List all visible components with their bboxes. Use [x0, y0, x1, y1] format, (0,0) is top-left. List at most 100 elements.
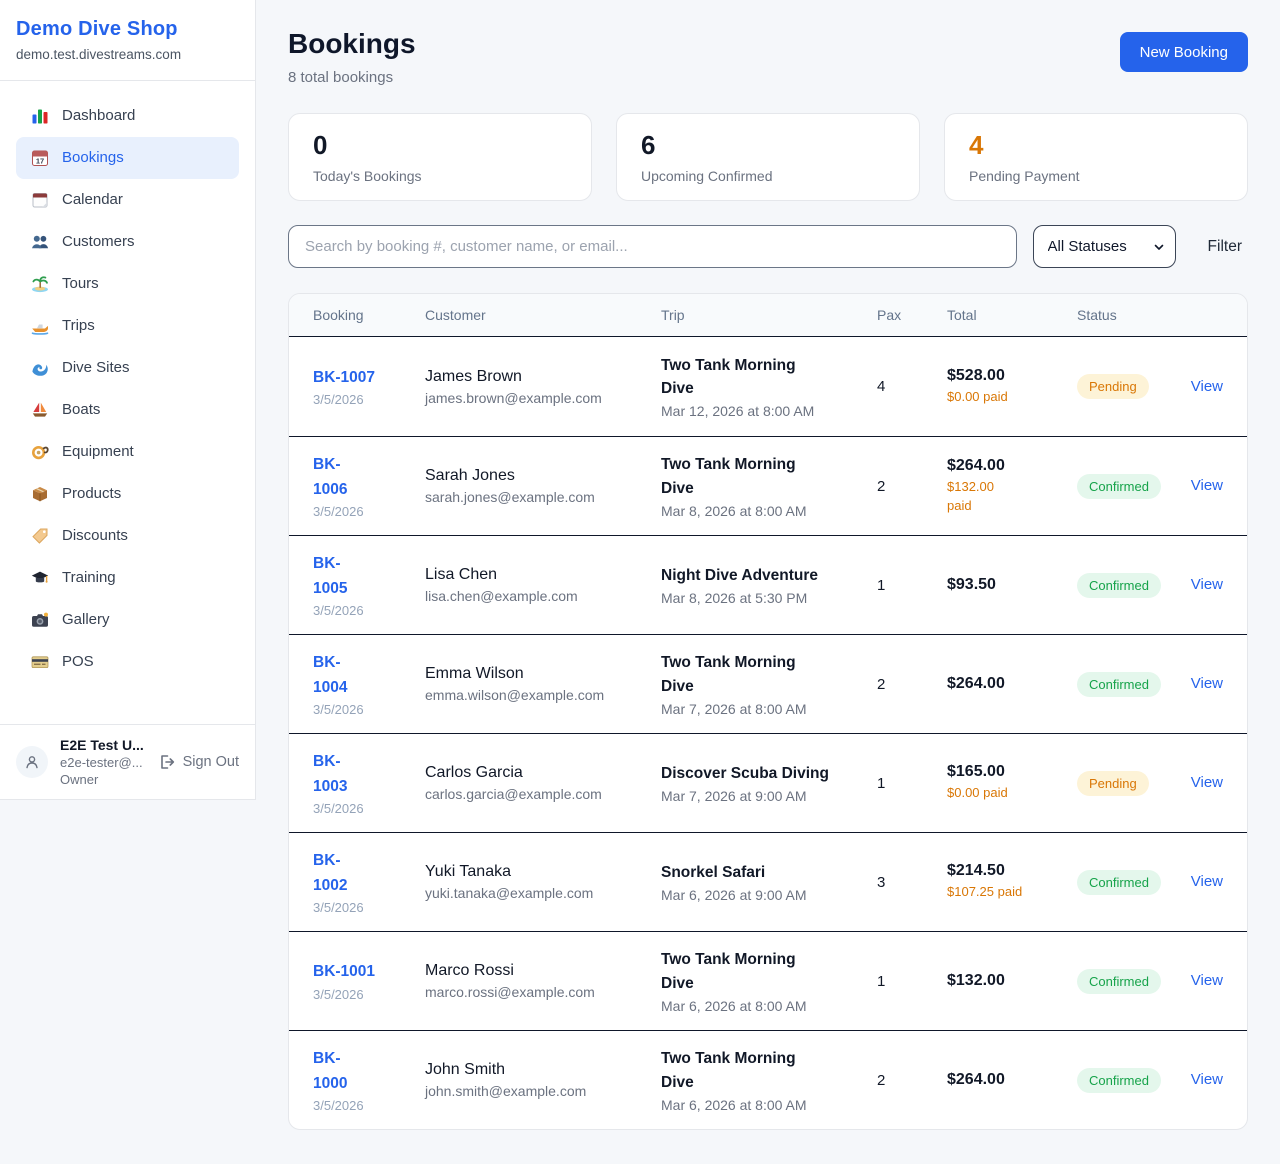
customer-name: Marco Rossi: [425, 962, 514, 979]
booking-id-link[interactable]: BK- 1006: [313, 456, 348, 498]
view-link[interactable]: View: [1190, 972, 1223, 989]
sidebar-item-training[interactable]: Training: [16, 557, 239, 599]
shop-domain: demo.test.divestreams.com: [16, 47, 182, 62]
boats-icon: [30, 400, 50, 420]
amount-paid: $107.25 paid: [947, 884, 1023, 900]
filter-button[interactable]: Filter: [1207, 237, 1242, 255]
search-input[interactable]: [288, 225, 1017, 268]
sidebar-item-customers[interactable]: Customers: [16, 221, 239, 263]
filter-row: All Statuses Filter: [288, 225, 1248, 268]
view-link[interactable]: View: [1190, 377, 1223, 395]
customer-email: john.smith@example.com: [425, 1083, 587, 1099]
total-amount: $93.50: [947, 576, 996, 593]
booking-id-link[interactable]: BK-1007: [313, 368, 376, 386]
sidebar-item-boats[interactable]: Boats: [16, 389, 239, 431]
dashboard-icon: [30, 106, 50, 126]
sidebar-item-dashboard[interactable]: Dashboard: [16, 95, 239, 137]
customer-name: Sarah Jones: [425, 467, 515, 484]
sidebar-item-products[interactable]: Products: [16, 473, 239, 515]
customer-cell: Lisa Chen lisa.chen@example.com: [425, 566, 661, 604]
amount-paid: $132.00 paid: [947, 478, 994, 513]
total-amount: $165.00: [947, 763, 1005, 781]
sidebar-item-tours[interactable]: Tours: [16, 263, 239, 305]
booking-id-link[interactable]: BK-1001: [313, 963, 376, 981]
page-header: Bookings 8 total bookings New Booking: [288, 28, 1248, 86]
trip-name: Two Tank Morning Dive: [661, 951, 796, 992]
equipment-icon: [30, 442, 50, 462]
status-cell: Confirmed: [1077, 1067, 1180, 1093]
sidebar-item-pos[interactable]: POS: [16, 641, 239, 683]
booking-id-link[interactable]: BK- 1003: [313, 753, 348, 795]
sidebar-item-label: Discounts: [62, 527, 128, 544]
booking-row: BK- 1003 3/5/2026 Carlos Garcia carlos.ga…: [289, 733, 1247, 832]
pax-count: 4: [877, 378, 886, 395]
total-amount: $214.50: [947, 862, 1005, 880]
customer-cell: James Brown james.brown@example.com: [425, 368, 661, 406]
table-header-row: Booking Customer Trip Pax Total Status: [289, 294, 1247, 337]
bookings-icon: 17: [30, 148, 50, 168]
sidebar-item-dive-sites[interactable]: Dive Sites: [16, 347, 239, 389]
discounts-icon: [30, 526, 50, 546]
sidebar-item-bookings[interactable]: 17 Bookings: [16, 137, 239, 179]
trip-datetime: Mar 8, 2026 at 8:00 AM: [661, 502, 807, 519]
view-cell: View: [1180, 1071, 1223, 1089]
trip-name: Two Tank Morning Dive: [661, 1050, 796, 1091]
sign-out-button[interactable]: Sign Out: [156, 752, 239, 772]
customer-name: Yuki Tanaka: [425, 863, 511, 880]
new-booking-button[interactable]: New Booking: [1119, 32, 1248, 72]
trip-datetime: Mar 6, 2026 at 8:00 AM: [661, 1096, 807, 1113]
stats-row: 0 Today's Bookings 6 Upcoming Confirmed …: [288, 113, 1248, 201]
dive-sites-icon: [30, 358, 50, 378]
status-badge: Pending: [1077, 374, 1149, 399]
booking-id-link[interactable]: BK- 1005: [313, 555, 348, 597]
status-select[interactable]: All Statuses: [1032, 225, 1176, 268]
booking-date: 3/5/2026: [313, 392, 364, 407]
customer-cell: Emma Wilson emma.wilson@example.com: [425, 665, 661, 703]
sidebar-item-label: Gallery: [62, 611, 110, 628]
booking-id-link[interactable]: BK- 1002: [313, 852, 348, 894]
user-email: e2e-tester@...: [60, 755, 143, 770]
trip-cell: Two Tank Morning Dive Mar 8, 2026 at 8:0…: [661, 453, 877, 519]
customer-name: John Smith: [425, 1061, 506, 1078]
booking-date: 3/5/2026: [313, 899, 364, 915]
stat-card-pending-payment: 4 Pending Payment: [944, 113, 1248, 201]
sidebar-item-gallery[interactable]: Gallery: [16, 599, 239, 641]
status-badge: Confirmed: [1077, 1067, 1161, 1093]
sidebar-item-label: Equipment: [62, 443, 134, 460]
sidebar-item-trips[interactable]: Trips: [16, 305, 239, 347]
sidebar-item-discounts[interactable]: Discounts: [16, 515, 239, 557]
sidebar-item-calendar[interactable]: Calendar: [16, 179, 239, 221]
column-header-pax: Pax: [877, 307, 902, 323]
customer-cell: Yuki Tanaka yuki.tanaka@example.com: [425, 863, 661, 901]
view-cell: View: [1180, 774, 1223, 792]
total-cell: $214.50 $107.25 paid: [947, 862, 1077, 902]
booking-id-link[interactable]: BK- 1000: [313, 1050, 348, 1092]
status-cell: Confirmed: [1077, 572, 1180, 598]
view-link[interactable]: View: [1190, 576, 1223, 593]
stat-card-upcoming-confirmed: 6 Upcoming Confirmed: [616, 113, 920, 201]
view-link[interactable]: View: [1190, 675, 1223, 692]
booking-date: 3/5/2026: [313, 503, 364, 519]
customer-email: yuki.tanaka@example.com: [425, 885, 594, 901]
view-link[interactable]: View: [1190, 774, 1223, 791]
trip-datetime: Mar 7, 2026 at 9:00 AM: [661, 788, 807, 805]
sidebar-item-equipment[interactable]: Equipment: [16, 431, 239, 473]
total-cell: $132.00: [947, 972, 1077, 990]
view-link[interactable]: View: [1190, 873, 1223, 890]
pax-count: 1: [877, 576, 886, 594]
status-cell: Confirmed: [1077, 473, 1180, 499]
column-header-total: Total: [947, 307, 977, 323]
booking-id-cell: BK- 1002 3/5/2026: [313, 849, 425, 914]
total-cell: $264.00 $132.00 paid: [947, 457, 1077, 516]
booking-id-link[interactable]: BK- 1004: [313, 654, 348, 696]
status-badge: Confirmed: [1077, 968, 1161, 994]
stat-card-today-s-bookings: 0 Today's Bookings: [288, 113, 592, 201]
view-link[interactable]: View: [1190, 477, 1223, 494]
person-icon: [22, 752, 42, 772]
page-title: Bookings: [288, 28, 416, 59]
customer-cell: Sarah Jones sarah.jones@example.com: [425, 467, 661, 505]
view-cell: View: [1180, 873, 1223, 891]
view-link[interactable]: View: [1190, 1071, 1223, 1088]
trip-datetime: Mar 6, 2026 at 9:00 AM: [661, 887, 807, 904]
status-cell: Confirmed: [1077, 968, 1180, 994]
